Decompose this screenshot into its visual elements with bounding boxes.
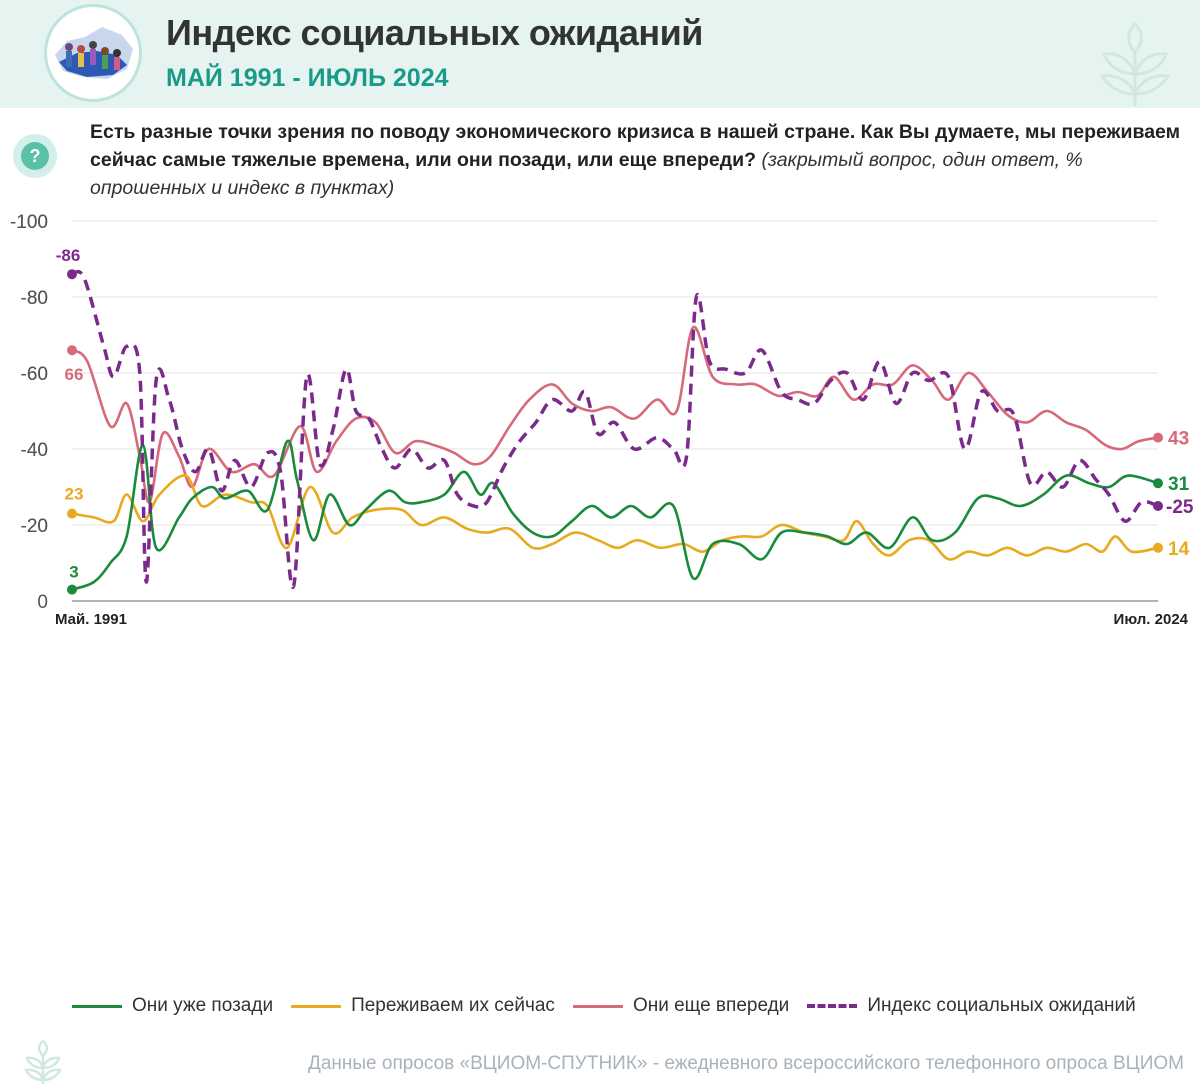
- page-subtitle: МАЙ 1991 - ИЮЛЬ 2024: [166, 64, 449, 92]
- people-map-icon: [44, 4, 142, 102]
- y-tick-label: -80: [21, 288, 48, 309]
- start-point-marker: [67, 584, 77, 595]
- leaf-icon: [1099, 22, 1171, 106]
- data-source-note: Данные опросов «ВЦИОМ-СПУТНИК» - ежеднев…: [307, 1053, 1184, 1074]
- footer-leaf-icon: [24, 1040, 62, 1084]
- y-tick-label: -20: [21, 516, 48, 537]
- end-value-label: -25: [1166, 497, 1194, 518]
- chart-legend: Они уже позади Переживаем их сейчас Они …: [72, 992, 1154, 1020]
- legend-item: Индекс социальных ожиданий: [807, 995, 1136, 1017]
- start-value-label: 23: [65, 485, 84, 504]
- start-point-marker: [67, 345, 77, 356]
- y-tick-label: 100: [16, 212, 48, 233]
- question-icon: ?: [13, 134, 57, 178]
- end-value-label: 43: [1168, 429, 1189, 450]
- y-tick-label: -60: [21, 364, 48, 385]
- survey-question: Есть разные точки зрения по поводу эконо…: [90, 118, 1185, 202]
- y-tick-label: -40: [21, 440, 48, 461]
- start-value-label: 66: [65, 365, 84, 384]
- x-end-label: Июл. 2024: [1114, 611, 1189, 628]
- legend-item: Они уже позади: [72, 995, 273, 1017]
- y-tick-label: 0: [37, 592, 48, 613]
- question-note: (закрытый вопрос, один ответ, % опрошенн…: [90, 149, 1083, 199]
- end-point-marker: [1153, 432, 1163, 443]
- legend-swatch: [291, 1004, 342, 1008]
- start-point-marker: [67, 269, 77, 280]
- series-line: [71, 474, 1159, 561]
- legend-swatch: [807, 1004, 858, 1008]
- y-tick-label: 60: [27, 364, 48, 385]
- series-line: [71, 439, 1159, 591]
- x-start-label: Май. 1991: [55, 611, 127, 628]
- page-title: Индекс социальных ожиданий: [166, 12, 703, 53]
- legend-item: Они еще впереди: [572, 995, 790, 1017]
- end-value-label: 14: [1168, 539, 1190, 560]
- y-tick-label: 20: [27, 516, 48, 537]
- legend-label: Они еще впереди: [632, 995, 790, 1016]
- end-point-marker: [1153, 501, 1163, 511]
- start-value-label: 3: [69, 563, 78, 582]
- y-tick-label: 40: [27, 440, 48, 461]
- legend-label: Они уже позади: [132, 995, 274, 1016]
- legend-item: Переживаем их сейчас: [291, 995, 555, 1017]
- end-point-marker: [1153, 542, 1163, 553]
- header-banner: Индекс социальных ожиданий МАЙ 1991 - ИЮ…: [0, 0, 1200, 108]
- y-tick-label: -100: [10, 212, 48, 233]
- legend-label: Индекс социальных ожиданий: [867, 995, 1136, 1016]
- end-point-marker: [1153, 478, 1163, 489]
- question-text: Есть разные точки зрения по поводу эконо…: [90, 121, 1181, 171]
- start-value-label: -86: [56, 246, 81, 265]
- start-point-marker: [67, 508, 77, 519]
- line-chart: 0 20 40 60 80 100 -20 -40 -60 -80 -100 Май. 1991 Июл…: [10, 212, 1194, 628]
- series-line: [71, 325, 1159, 504]
- end-value-label: 31: [1168, 474, 1190, 495]
- legend-label: Переживаем их сейчас: [351, 995, 555, 1016]
- y-tick-label: 80: [27, 288, 48, 309]
- legend-swatch: [572, 1004, 623, 1008]
- legend-swatch: [72, 1004, 122, 1008]
- series-line: [71, 269, 1159, 590]
